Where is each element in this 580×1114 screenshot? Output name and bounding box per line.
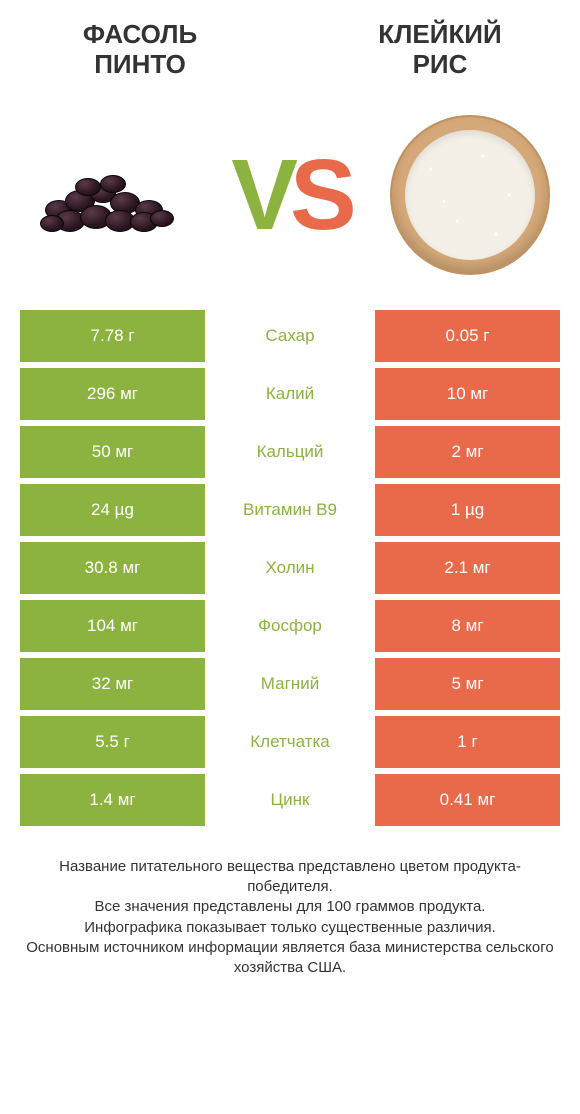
footer-line3: Инфографика показывает только существенн… <box>20 918 560 938</box>
nutrient-label: Кальций <box>205 426 375 478</box>
comparison-table: 7.78 гСахар0.05 г 296 мгКалий10 мг 50 мгКа… <box>0 310 580 826</box>
right-title-line1: Клейкий <box>378 19 501 49</box>
right-value: 1 µg <box>375 484 560 536</box>
table-row: 104 мгФосфор8 мг <box>20 600 560 652</box>
table-row: 296 мгКалий10 мг <box>20 368 560 420</box>
right-title-line2: рис <box>413 49 468 79</box>
left-value: 50 мг <box>20 426 205 478</box>
left-title-line2: пинто <box>94 49 186 79</box>
hero-row: VS <box>0 90 580 310</box>
footer-line1: Название питательного вещества представл… <box>20 857 560 898</box>
right-value: 2.1 мг <box>375 542 560 594</box>
table-row: 32 мгМагний5 мг <box>20 658 560 710</box>
table-row: 5.5 гКлетчатка1 г <box>20 716 560 768</box>
nutrient-label: Фосфор <box>205 600 375 652</box>
nutrient-label: Цинк <box>205 774 375 826</box>
left-value: 24 µg <box>20 484 205 536</box>
left-value: 30.8 мг <box>20 542 205 594</box>
header: Фасоль пинто Клейкий рис <box>0 0 580 90</box>
nutrient-label: Магний <box>205 658 375 710</box>
pinto-beans-icon <box>35 150 185 240</box>
table-row: 1.4 мгЦинк0.41 мг <box>20 774 560 826</box>
table-row: 50 мгКальций2 мг <box>20 426 560 478</box>
left-product-title: Фасоль пинто <box>40 20 240 80</box>
rice-bowl-icon <box>390 115 550 275</box>
vs-v: V <box>231 145 290 245</box>
nutrient-label: Сахар <box>205 310 375 362</box>
left-food-image <box>30 115 190 275</box>
left-value: 7.78 г <box>20 310 205 362</box>
footer-line2: Все значения представлены для 100 граммо… <box>20 897 560 917</box>
left-value: 296 мг <box>20 368 205 420</box>
left-value: 104 мг <box>20 600 205 652</box>
nutrient-label: Калий <box>205 368 375 420</box>
right-value: 0.41 мг <box>375 774 560 826</box>
right-value: 0.05 г <box>375 310 560 362</box>
right-product-title: Клейкий рис <box>340 20 540 80</box>
nutrient-label: Клетчатка <box>205 716 375 768</box>
right-value: 1 г <box>375 716 560 768</box>
right-value: 5 мг <box>375 658 560 710</box>
right-value: 10 мг <box>375 368 560 420</box>
nutrient-label: Холин <box>205 542 375 594</box>
right-food-image <box>390 115 550 275</box>
table-row: 24 µgВитамин B91 µg <box>20 484 560 536</box>
left-value: 1.4 мг <box>20 774 205 826</box>
left-title-line1: Фасоль <box>83 19 197 49</box>
table-row: 7.78 гСахар0.05 г <box>20 310 560 362</box>
nutrient-label: Витамин B9 <box>205 484 375 536</box>
vs-s: S <box>290 145 349 245</box>
right-value: 8 мг <box>375 600 560 652</box>
left-value: 5.5 г <box>20 716 205 768</box>
table-row: 30.8 мгХолин2.1 мг <box>20 542 560 594</box>
footer-notes: Название питательного вещества представл… <box>0 832 580 979</box>
vs-label: VS <box>231 145 348 245</box>
left-value: 32 мг <box>20 658 205 710</box>
right-value: 2 мг <box>375 426 560 478</box>
footer-line4: Основным источником информации является … <box>20 938 560 979</box>
rice-icon <box>405 130 535 260</box>
